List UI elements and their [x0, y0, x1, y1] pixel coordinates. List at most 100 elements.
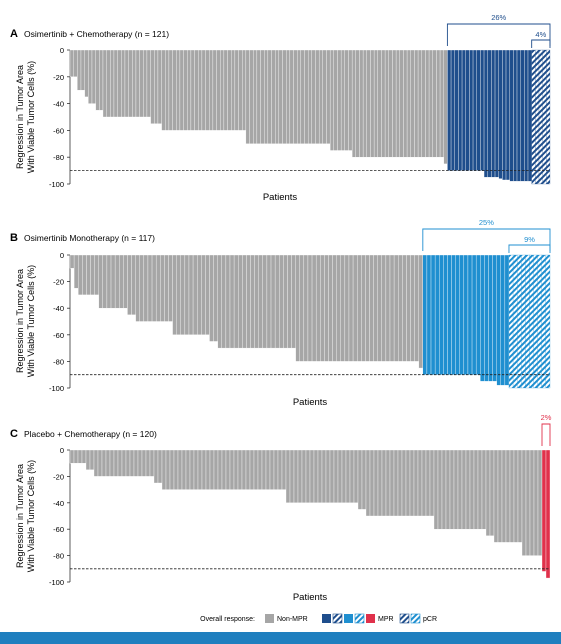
panel-c-nonmpr-bar	[161, 449, 167, 490]
panel-a-nonmpr-bar	[183, 49, 188, 131]
panel-b-nonmpr-bar	[418, 254, 423, 369]
panel-a-pcr-bar	[542, 49, 547, 185]
panel-a-y-tick-label: -80	[53, 153, 64, 162]
panel-c-nonmpr-bar	[401, 449, 407, 517]
panel-c-nonmpr-bar	[153, 449, 159, 484]
panel-b-mpr-bracket-label: 25%	[479, 218, 494, 227]
panel-c-nonmpr-bar	[477, 449, 483, 530]
panel-a-nonmpr-bar	[322, 49, 327, 144]
panel-c-nonmpr-bar	[509, 449, 515, 543]
panel-c-nonmpr-bar	[441, 449, 447, 530]
panel-c-nonmpr-bar	[249, 449, 255, 490]
panel-c-nonmpr-bar	[321, 449, 327, 503]
panel-a-nonmpr-bar	[135, 49, 140, 118]
panel-a-nonmpr-bar	[359, 49, 364, 158]
panel-c-nonmpr-bar	[397, 449, 403, 517]
panel-c-nonmpr-bar	[141, 449, 147, 477]
panel-a-nonmpr-bar	[176, 49, 181, 131]
panel-a-mpr-bar	[527, 49, 532, 182]
panel-a-nonmpr-bar	[172, 49, 177, 131]
panel-b-mpr-bar	[488, 254, 493, 382]
panel-b-y-tick-label: -20	[53, 278, 64, 287]
panel-b-nonmpr-bar	[225, 254, 231, 349]
panel-b-nonmpr-bar	[299, 254, 305, 362]
panel-b-nonmpr-bar	[365, 254, 370, 362]
panel-a-nonmpr-bar	[432, 49, 437, 158]
panel-b-mpr-bar	[504, 254, 510, 386]
panel-c-nonmpr-bar	[117, 449, 123, 477]
panel-b-nonmpr-bar	[287, 254, 292, 349]
panel-a-mpr-bracket	[446, 23, 551, 46]
panel-b-nonmpr-bar	[283, 254, 288, 349]
panel-a-nonmpr-bar	[168, 49, 173, 131]
panel-a-nonmpr-bar	[212, 49, 217, 131]
panel-a-nonmpr-bar	[271, 49, 276, 144]
panel-a-nonmpr-bar	[340, 49, 345, 151]
panel-b-nonmpr-bar	[143, 254, 149, 322]
panel-a-nonmpr-bar	[113, 49, 118, 118]
panel-c-nonmpr-bar	[385, 449, 391, 517]
panel-c-nonmpr-bar	[437, 449, 443, 530]
panel-c-nonmpr-bar	[217, 449, 223, 490]
panel-b-nonmpr-bar	[123, 254, 128, 309]
panel-a-nonmpr-bar	[289, 49, 294, 144]
panel-c-nonmpr-bar	[309, 449, 315, 503]
panel-a-y-tick-label: -40	[53, 100, 64, 109]
panel-a-nonmpr-bar	[297, 49, 302, 144]
panel-c-nonmpr-bar	[213, 449, 219, 490]
panel-a-mpr-bar	[458, 49, 463, 171]
panel-a-nonmpr-bar	[315, 49, 320, 144]
panel-b-nonmpr-bar	[119, 254, 124, 309]
panel-a-nonmpr-bar	[242, 49, 247, 131]
panel-b-nonmpr-bar	[291, 254, 296, 349]
panel-c-nonmpr-bar	[529, 449, 535, 556]
panel-b-nonmpr-bar	[311, 254, 317, 362]
panel-c-nonmpr-bar	[101, 449, 107, 477]
panel-b-nonmpr-bar	[139, 254, 145, 322]
panel-b-nonmpr-bar	[258, 254, 263, 349]
panel-c-nonmpr-bar	[129, 449, 135, 477]
panel-b-mpr-bar	[459, 254, 465, 375]
panel-b: B Osimertinib Monotherapy (n = 117) 0 -20…	[10, 218, 551, 408]
panel-a-nonmpr-bar	[362, 49, 367, 158]
panel-a-nonmpr-bar	[73, 49, 78, 77]
panel-c-nonmpr-bar	[389, 449, 395, 517]
panel-b-nonmpr-bar	[246, 254, 251, 349]
panel-a-nonmpr-bar	[410, 49, 415, 158]
panel-b-mpr-bar	[492, 254, 497, 382]
panel-b-nonmpr-bar	[369, 254, 374, 362]
panel-a-nonmpr-bar	[132, 49, 137, 118]
panel-c-nonmpr-bar	[329, 449, 335, 503]
panel-a-mpr-bar	[520, 49, 525, 182]
panel-c-ylabel-line2: With Viable Tumor Cells (%)	[26, 460, 36, 572]
panel-b-nonmpr-bar	[197, 254, 202, 335]
panel-a: A Osimertinib + Chemotherapy (n = 121) 0…	[10, 13, 551, 203]
panel-b-pcr-bar	[521, 254, 526, 389]
panel-a-nonmpr-bar	[106, 49, 111, 118]
panel-a-nonmpr-bar	[286, 49, 291, 144]
panel-a-nonmpr-bar	[300, 49, 305, 144]
panel-c-nonmpr-bar	[429, 449, 435, 517]
panel-a-nonmpr-bar	[201, 49, 206, 131]
panel-c-nonmpr-bar	[357, 449, 363, 510]
panel-a-nonmpr-bar	[417, 49, 422, 158]
panel-c-nonmpr-bar	[225, 449, 231, 490]
panel-b-nonmpr-bar	[320, 254, 325, 362]
panel-a-nonmpr-bar	[95, 49, 100, 111]
panel-b-nonmpr-bar	[361, 254, 366, 362]
panel-b-nonmpr-bar	[242, 254, 247, 349]
panel-b-nonmpr-bar	[398, 254, 403, 362]
panel-a-mpr-bar	[461, 49, 466, 171]
panel-c-nonmpr-bar	[97, 449, 103, 477]
panel-a-pcr-bar	[538, 49, 543, 185]
panel-b-nonmpr-bar	[147, 254, 153, 322]
panel-a-nonmpr-bar	[355, 49, 360, 158]
panel-c-nonmpr-bar	[173, 449, 179, 490]
panel-c-nonmpr-bar	[81, 449, 87, 464]
legend-pcr-osi-mono-swatch	[354, 613, 365, 624]
panel-b-mpr-bar	[463, 254, 469, 375]
panel-c-nonmpr-bar	[293, 449, 299, 503]
panel-b-mpr-bar	[467, 254, 473, 375]
panel-a-y-tick-label: 0	[60, 46, 64, 55]
